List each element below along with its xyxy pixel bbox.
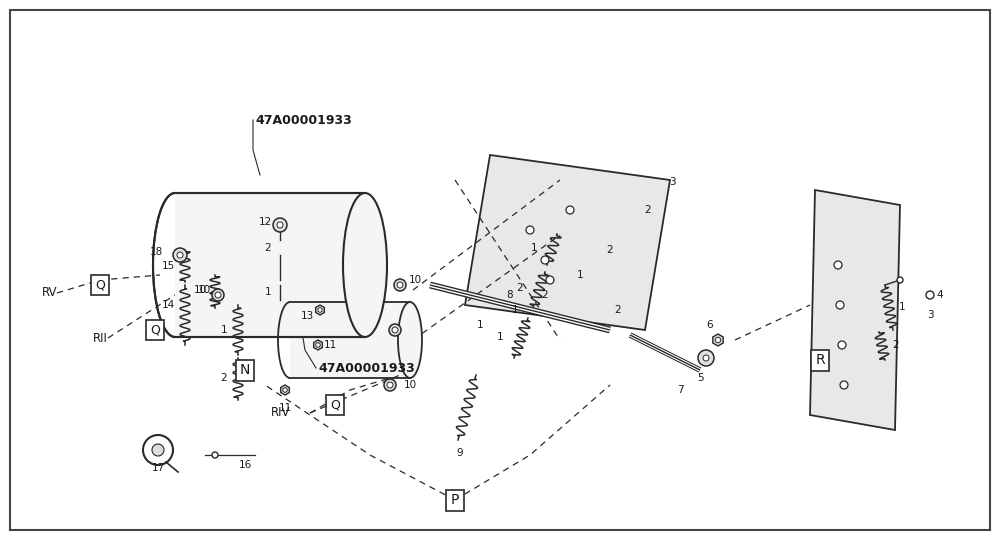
Circle shape xyxy=(283,388,287,392)
Text: P: P xyxy=(451,493,459,507)
Circle shape xyxy=(836,301,844,309)
Polygon shape xyxy=(314,340,322,350)
Text: 7: 7 xyxy=(677,385,683,395)
Text: 1: 1 xyxy=(512,305,518,315)
Polygon shape xyxy=(290,302,410,378)
Text: 6: 6 xyxy=(707,320,713,330)
Text: 3: 3 xyxy=(669,177,675,187)
Text: 11: 11 xyxy=(323,340,337,350)
Text: Q: Q xyxy=(330,399,340,411)
Circle shape xyxy=(566,206,574,214)
Polygon shape xyxy=(713,334,723,346)
Circle shape xyxy=(526,226,534,234)
Text: 17: 17 xyxy=(151,463,165,473)
FancyBboxPatch shape xyxy=(146,320,164,340)
Text: 1: 1 xyxy=(497,332,503,342)
Circle shape xyxy=(926,291,934,299)
FancyBboxPatch shape xyxy=(10,10,990,530)
Text: RIV: RIV xyxy=(270,407,290,420)
Circle shape xyxy=(838,341,846,349)
Text: 2: 2 xyxy=(265,243,271,253)
Text: 14: 14 xyxy=(161,300,175,310)
Text: 2: 2 xyxy=(615,305,621,315)
Circle shape xyxy=(394,279,406,291)
FancyBboxPatch shape xyxy=(811,349,829,370)
Text: 1: 1 xyxy=(221,325,227,335)
Circle shape xyxy=(698,350,714,366)
Circle shape xyxy=(215,292,221,298)
Polygon shape xyxy=(465,155,670,330)
Text: 47A00001933: 47A00001933 xyxy=(255,113,352,126)
Text: 1: 1 xyxy=(265,287,271,297)
FancyBboxPatch shape xyxy=(326,395,344,415)
Circle shape xyxy=(897,277,903,283)
Text: 8: 8 xyxy=(507,290,513,300)
Circle shape xyxy=(316,343,320,347)
Polygon shape xyxy=(175,193,365,337)
Text: 15: 15 xyxy=(161,261,175,271)
FancyBboxPatch shape xyxy=(91,275,109,295)
Text: 9: 9 xyxy=(457,448,463,458)
Text: 3: 3 xyxy=(927,310,933,320)
Text: Q: Q xyxy=(95,279,105,292)
Circle shape xyxy=(273,218,287,232)
Text: 4: 4 xyxy=(937,290,943,300)
Polygon shape xyxy=(316,305,324,315)
Text: 1: 1 xyxy=(531,243,537,253)
Text: 2: 2 xyxy=(221,373,227,383)
FancyBboxPatch shape xyxy=(446,489,464,510)
Text: N: N xyxy=(240,363,250,377)
Circle shape xyxy=(840,381,848,389)
Circle shape xyxy=(318,308,322,312)
Text: 47A00001933: 47A00001933 xyxy=(318,361,415,375)
Circle shape xyxy=(177,252,183,258)
Polygon shape xyxy=(810,190,900,430)
Text: 13: 13 xyxy=(300,311,314,321)
Circle shape xyxy=(384,379,396,391)
Text: 1: 1 xyxy=(577,270,583,280)
Text: 12: 12 xyxy=(258,217,272,227)
Text: 10: 10 xyxy=(408,275,422,285)
Text: 2: 2 xyxy=(517,283,523,293)
Circle shape xyxy=(389,324,401,336)
Circle shape xyxy=(546,276,554,284)
Text: RV: RV xyxy=(42,287,57,300)
Text: 5: 5 xyxy=(697,373,703,383)
Circle shape xyxy=(387,382,393,388)
Ellipse shape xyxy=(398,302,422,378)
Text: 1: 1 xyxy=(477,320,483,330)
Circle shape xyxy=(397,282,403,288)
Circle shape xyxy=(541,256,549,264)
Circle shape xyxy=(715,338,721,343)
Text: 1: 1 xyxy=(899,302,905,312)
Circle shape xyxy=(277,222,283,228)
Text: 2: 2 xyxy=(542,290,548,300)
Text: 2: 2 xyxy=(645,205,651,215)
Circle shape xyxy=(173,248,187,262)
Text: 16: 16 xyxy=(238,460,252,470)
Circle shape xyxy=(703,355,709,361)
Text: 10: 10 xyxy=(197,285,211,295)
Text: 10: 10 xyxy=(193,285,207,295)
Text: Q: Q xyxy=(150,323,160,336)
Text: 10: 10 xyxy=(403,380,417,390)
Ellipse shape xyxy=(343,193,387,337)
Text: 2: 2 xyxy=(893,340,899,350)
Circle shape xyxy=(212,289,224,301)
FancyBboxPatch shape xyxy=(236,360,254,381)
Circle shape xyxy=(834,261,842,269)
Polygon shape xyxy=(281,385,289,395)
Text: 11: 11 xyxy=(278,403,292,413)
Circle shape xyxy=(212,452,218,458)
Text: RII: RII xyxy=(93,332,108,345)
Text: 2: 2 xyxy=(607,245,613,255)
Text: 18: 18 xyxy=(150,247,163,257)
Text: R: R xyxy=(815,353,825,367)
Circle shape xyxy=(392,327,398,333)
Circle shape xyxy=(152,444,164,456)
